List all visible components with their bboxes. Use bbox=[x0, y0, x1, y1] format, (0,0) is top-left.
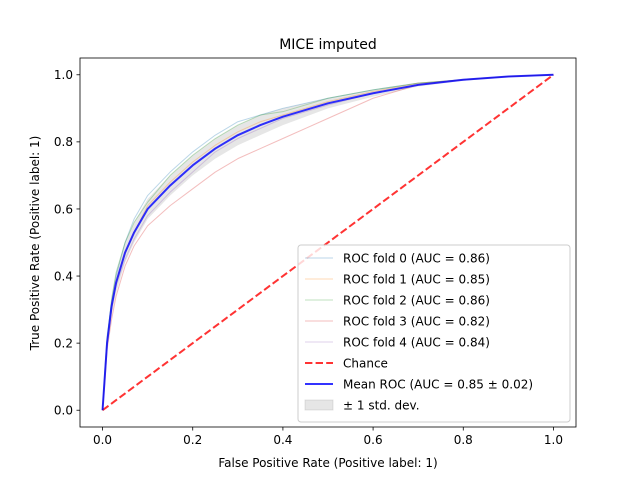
x-axis: 0.0 0.2 0.4 0.6 0.8 1.0 bbox=[93, 427, 563, 447]
plot-area-frame bbox=[79, 57, 577, 428]
roc-lines-layer bbox=[101, 73, 555, 412]
x-tick-label: 0.6 bbox=[364, 433, 383, 447]
std-dev-band-layer bbox=[102, 74, 554, 411]
x-tick-label: 0.8 bbox=[454, 433, 473, 447]
y-tick-label: 0.2 bbox=[54, 336, 73, 350]
legend-label: ± 1 std. dev. bbox=[343, 399, 420, 413]
y-tick-label: 0.6 bbox=[54, 202, 73, 216]
legend-label: ROC fold 1 (AUC = 0.85) bbox=[343, 273, 490, 287]
y-tick-label: 0.8 bbox=[54, 135, 73, 149]
legend-entry-roc-fold-0-auc-0-86: ROC fold 0 (AUC = 0.86) bbox=[305, 252, 490, 266]
legend-label: Mean ROC (AUC = 0.85 ± 0.02) bbox=[343, 378, 533, 392]
chance-line bbox=[101, 73, 555, 412]
legend-entry-roc-fold-4-auc-0-84: ROC fold 4 (AUC = 0.84) bbox=[305, 336, 490, 350]
legend-entry-chance: Chance bbox=[305, 357, 388, 371]
legend-label: Chance bbox=[343, 357, 388, 371]
legend-entry-roc-fold-1-auc-0-85: ROC fold 1 (AUC = 0.85) bbox=[305, 273, 490, 287]
y-tick-label: 0.4 bbox=[54, 269, 73, 283]
y-tick-label: 0.0 bbox=[54, 404, 73, 418]
std-dev-band bbox=[102, 74, 554, 411]
legend-box bbox=[297, 244, 571, 423]
legend-label: ROC fold 0 (AUC = 0.86) bbox=[343, 252, 490, 266]
x-axis-label: False Positive Rate (Positive label: 1) bbox=[218, 456, 437, 470]
x-tick-label: 1.0 bbox=[544, 433, 563, 447]
legend-entry-mean-roc-auc-0-85-0-02: Mean ROC (AUC = 0.85 ± 0.02) bbox=[305, 378, 533, 392]
legend-label: ROC fold 3 (AUC = 0.82) bbox=[343, 315, 490, 329]
legend-label: ROC fold 4 (AUC = 0.84) bbox=[343, 336, 490, 350]
legend-entry-1-std-dev: ± 1 std. dev. bbox=[304, 399, 420, 413]
legend: ROC fold 0 (AUC = 0.86) ROC fold 1 (AUC =… bbox=[297, 244, 571, 423]
x-tick-label: 0.4 bbox=[273, 433, 292, 447]
legend-entry-roc-fold-2-auc-0-86: ROC fold 2 (AUC = 0.86) bbox=[305, 294, 490, 308]
chart-title: MICE imputed bbox=[279, 37, 377, 53]
x-tick-label: 0.2 bbox=[183, 433, 202, 447]
x-tick-label: 0.0 bbox=[93, 433, 112, 447]
legend-entry-roc-fold-3-auc-0-82: ROC fold 3 (AUC = 0.82) bbox=[305, 315, 490, 329]
y-tick-label: 1.0 bbox=[54, 68, 73, 82]
legend-swatch bbox=[304, 399, 334, 411]
roc-fold-2-line bbox=[102, 74, 554, 411]
mean-roc-line bbox=[101, 73, 554, 411]
y-axis-label: True Positive Rate (Positive label: 1) bbox=[28, 136, 42, 352]
legend-entries: ROC fold 0 (AUC = 0.86) ROC fold 1 (AUC =… bbox=[304, 252, 533, 413]
legend-label: ROC fold 2 (AUC = 0.86) bbox=[343, 294, 490, 308]
y-axis: 0.0 0.2 0.4 0.6 0.8 1.0 bbox=[54, 68, 80, 418]
